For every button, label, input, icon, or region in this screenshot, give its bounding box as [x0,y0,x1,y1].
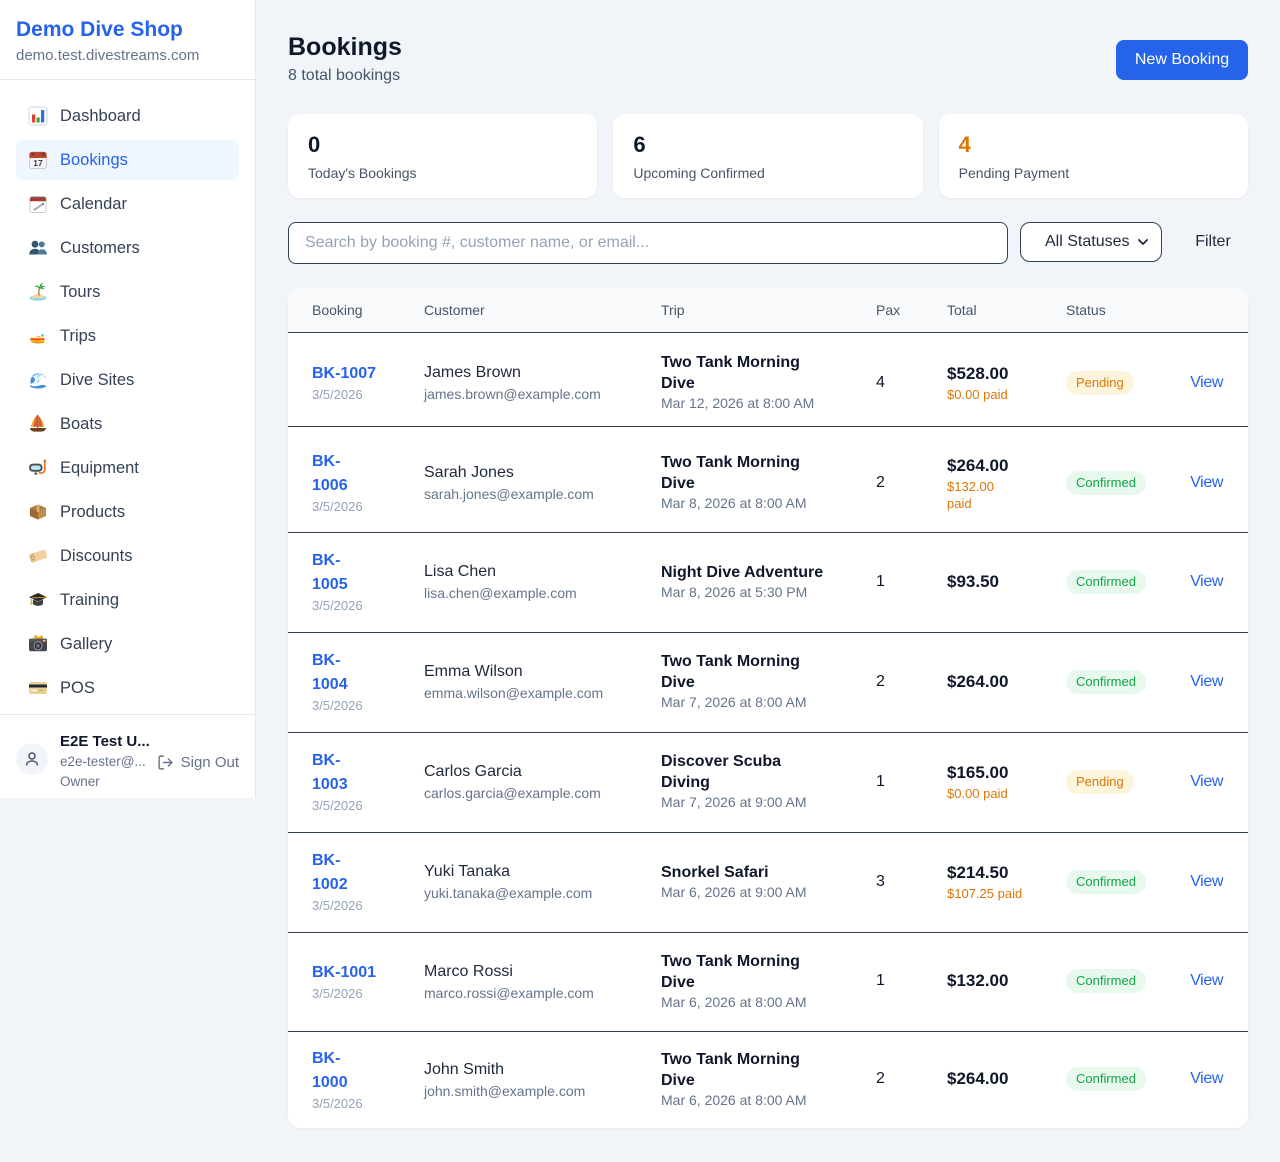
svg-text:17: 17 [33,158,43,168]
